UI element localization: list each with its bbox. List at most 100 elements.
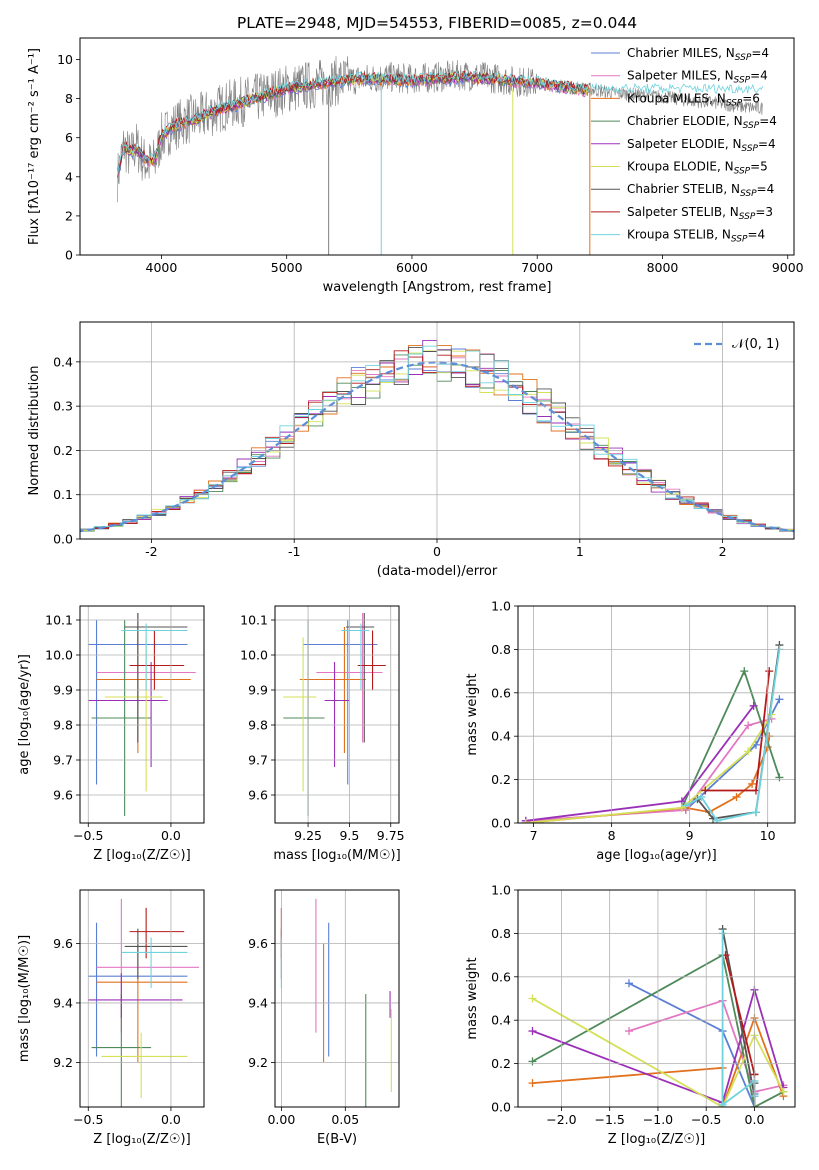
x-tick-label: 4000 [146, 260, 178, 275]
weight-line-chabrier_elodie [532, 953, 784, 1107]
x-axis-label: E(B-V) [317, 1132, 357, 1147]
chart-mass_vs_ebv: 0.00 0.05 9.2 9.4 9.6 E(B-V) [248, 889, 400, 1147]
x-tick-label: −0.5 [73, 1112, 103, 1127]
x-tick-label: 7000 [521, 260, 553, 275]
x-tick-label: 9.75 [377, 828, 405, 843]
legend-subscript: SSP [734, 76, 751, 86]
y-axis-label: Flux [fλ10⁻¹⁷ erg cm⁻² s⁻¹ A⁻¹] [27, 48, 42, 245]
x-tick-label: 8000 [647, 260, 679, 275]
chart-mass_vs_Z: −0.5 0.0 9.2 9.4 9.6 Z [log₁₀(Z/Z☉)] mass [log… [17, 889, 205, 1147]
y-tick-label: 0.4 [491, 1013, 511, 1028]
y-tick-label: 0.0 [53, 532, 73, 547]
legend-nssp-prefix: , N [718, 46, 735, 60]
weight-marker-kroupa_miles [732, 792, 741, 801]
y-tick-label: 9.4 [53, 995, 73, 1010]
legend-nssp-prefix: , N [723, 182, 740, 196]
legend-nssp: 4 [761, 46, 769, 60]
y-axis-label: mass [log₁₀(M/M☉)] [17, 935, 32, 1062]
legend-eq: = [747, 228, 757, 242]
y-tick-label: 9.2 [53, 1055, 73, 1070]
y-tick-label: 0.0 [491, 1100, 511, 1115]
chart-weight_vs_Z: −2.0 −1.5 −1.0 −0.5 0.0 0.0 0.2 0.4 0.6 0.8 1.0 Z [… [465, 883, 796, 1147]
legend-nssp-prefix: , N [726, 114, 743, 128]
axes-frame [79, 321, 795, 540]
y-axis-label: mass weight [465, 957, 480, 1039]
x-tick-label: 8 [608, 828, 616, 843]
legend-subscript: SSP [731, 235, 748, 245]
legend-label-kroupa_miles: Kroupa MILES, NSSP=6 [627, 91, 760, 108]
legend-lib: STELIB [673, 228, 714, 242]
y-tick-label: 0.8 [491, 926, 511, 941]
weight-line-salpeter_stelib [705, 671, 771, 792]
x-axis-label: Z [log₁₀(Z/Z☉)] [608, 1132, 705, 1147]
y-tick-label: 9.8 [248, 718, 268, 733]
legend-label-chabrier_stelib: Chabrier STELIB, NSSP=4 [627, 182, 774, 199]
chart-spectrum: 4000 5000 6000 7000 8000 90000246810wavelengt… [27, 14, 804, 295]
legend-lib: MILES [682, 46, 718, 60]
y-axis-label: mass weight [465, 673, 480, 755]
legend-lib: MILES [681, 69, 717, 83]
y-tick-label: 0.0 [491, 816, 511, 831]
y-tick-label: 9.9 [53, 683, 73, 698]
y-tick-label: 8 [65, 91, 73, 106]
weight-marker-chabrier_miles [624, 979, 633, 988]
weight-marker-kroupa_stelib [751, 808, 760, 817]
weight-marker-salpeter_miles [624, 1027, 633, 1036]
plot-area [88, 613, 196, 816]
y-tick-label: 0.8 [491, 642, 511, 657]
y-tick-label: 0.4 [53, 354, 73, 369]
legend-eq: = [758, 137, 768, 151]
axes-frame [79, 37, 795, 256]
y-tick-label: 9.7 [248, 753, 268, 768]
axes-frame [274, 605, 400, 824]
weight-marker-salpeter_miles [744, 721, 753, 730]
x-tick-label: −2.0 [546, 1112, 576, 1127]
legend-imf: Kroupa [627, 160, 669, 174]
legend-subscript: SSP [735, 53, 752, 63]
legend-label-salpeter_stelib: Salpeter STELIB, NSSP=3 [627, 205, 773, 222]
y-axis-label: age [log₁₀(age/yr)] [17, 654, 32, 775]
legend-lib: STELIB [681, 205, 722, 219]
weight-marker-salpeter_stelib [765, 667, 774, 676]
x-tick-label: 9 [686, 828, 694, 843]
y-tick-label: 9.8 [53, 718, 73, 733]
y-tick-label: 0.6 [491, 969, 511, 984]
x-tick-label: 0.0 [161, 1112, 181, 1127]
y-tick-label: 6 [65, 130, 73, 145]
plot-area [283, 613, 386, 816]
y-axis-label: Normed distribution [27, 366, 42, 496]
x-tick-label: −0.5 [691, 1112, 721, 1127]
legend-lib: STELIB [682, 182, 723, 196]
legend-nssp: 5 [760, 160, 768, 174]
y-tick-label: 0.3 [53, 399, 73, 414]
axes-frame [274, 889, 400, 1108]
x-tick-label: −0.5 [73, 828, 103, 843]
legend-nssp: 4 [768, 137, 776, 151]
legend-eq: = [755, 205, 765, 219]
chart-age_vs_mass: 9.25 9.5 9.75 9.6 9.7 9.8 9.9 10.0 10.1 mass [log… [240, 605, 405, 863]
legend-eq: = [759, 114, 769, 128]
x-axis-label: mass [log₁₀(M/M☉)] [273, 848, 400, 863]
chart-title: PLATE=2948, MJD=54553, FIBERID=0085, z=0… [237, 14, 637, 32]
x-tick-label: 9000 [772, 260, 804, 275]
y-tick-label: 10.1 [45, 613, 73, 628]
y-tick-label: 0.1 [53, 487, 73, 502]
weight-line-kroupa_miles [532, 1015, 785, 1107]
weight-marker-kroupa_stelib [718, 1100, 727, 1107]
y-tick-label: 10.0 [45, 648, 73, 663]
weight-marker-chabrier_elodie [775, 773, 784, 782]
legend-imf: Kroupa [627, 228, 669, 242]
legend-imf: Salpeter [627, 205, 677, 219]
x-tick-label: −1.5 [595, 1112, 625, 1127]
weight-marker-kroupa_elodie [528, 994, 537, 1003]
y-tick-label: 9.7 [53, 753, 73, 768]
legend-imf: Chabrier [627, 182, 679, 196]
legend-eq: = [757, 182, 767, 196]
weight-marker-salpeter_stelib [701, 786, 710, 795]
model-spectrum-kroupa_stelib [117, 70, 764, 175]
legend-lib: ELODIE [673, 160, 717, 174]
legend-subscript: SSP [734, 167, 751, 177]
legend-nssp-prefix: , N [717, 160, 734, 174]
y-tick-label: 9.6 [53, 936, 73, 951]
